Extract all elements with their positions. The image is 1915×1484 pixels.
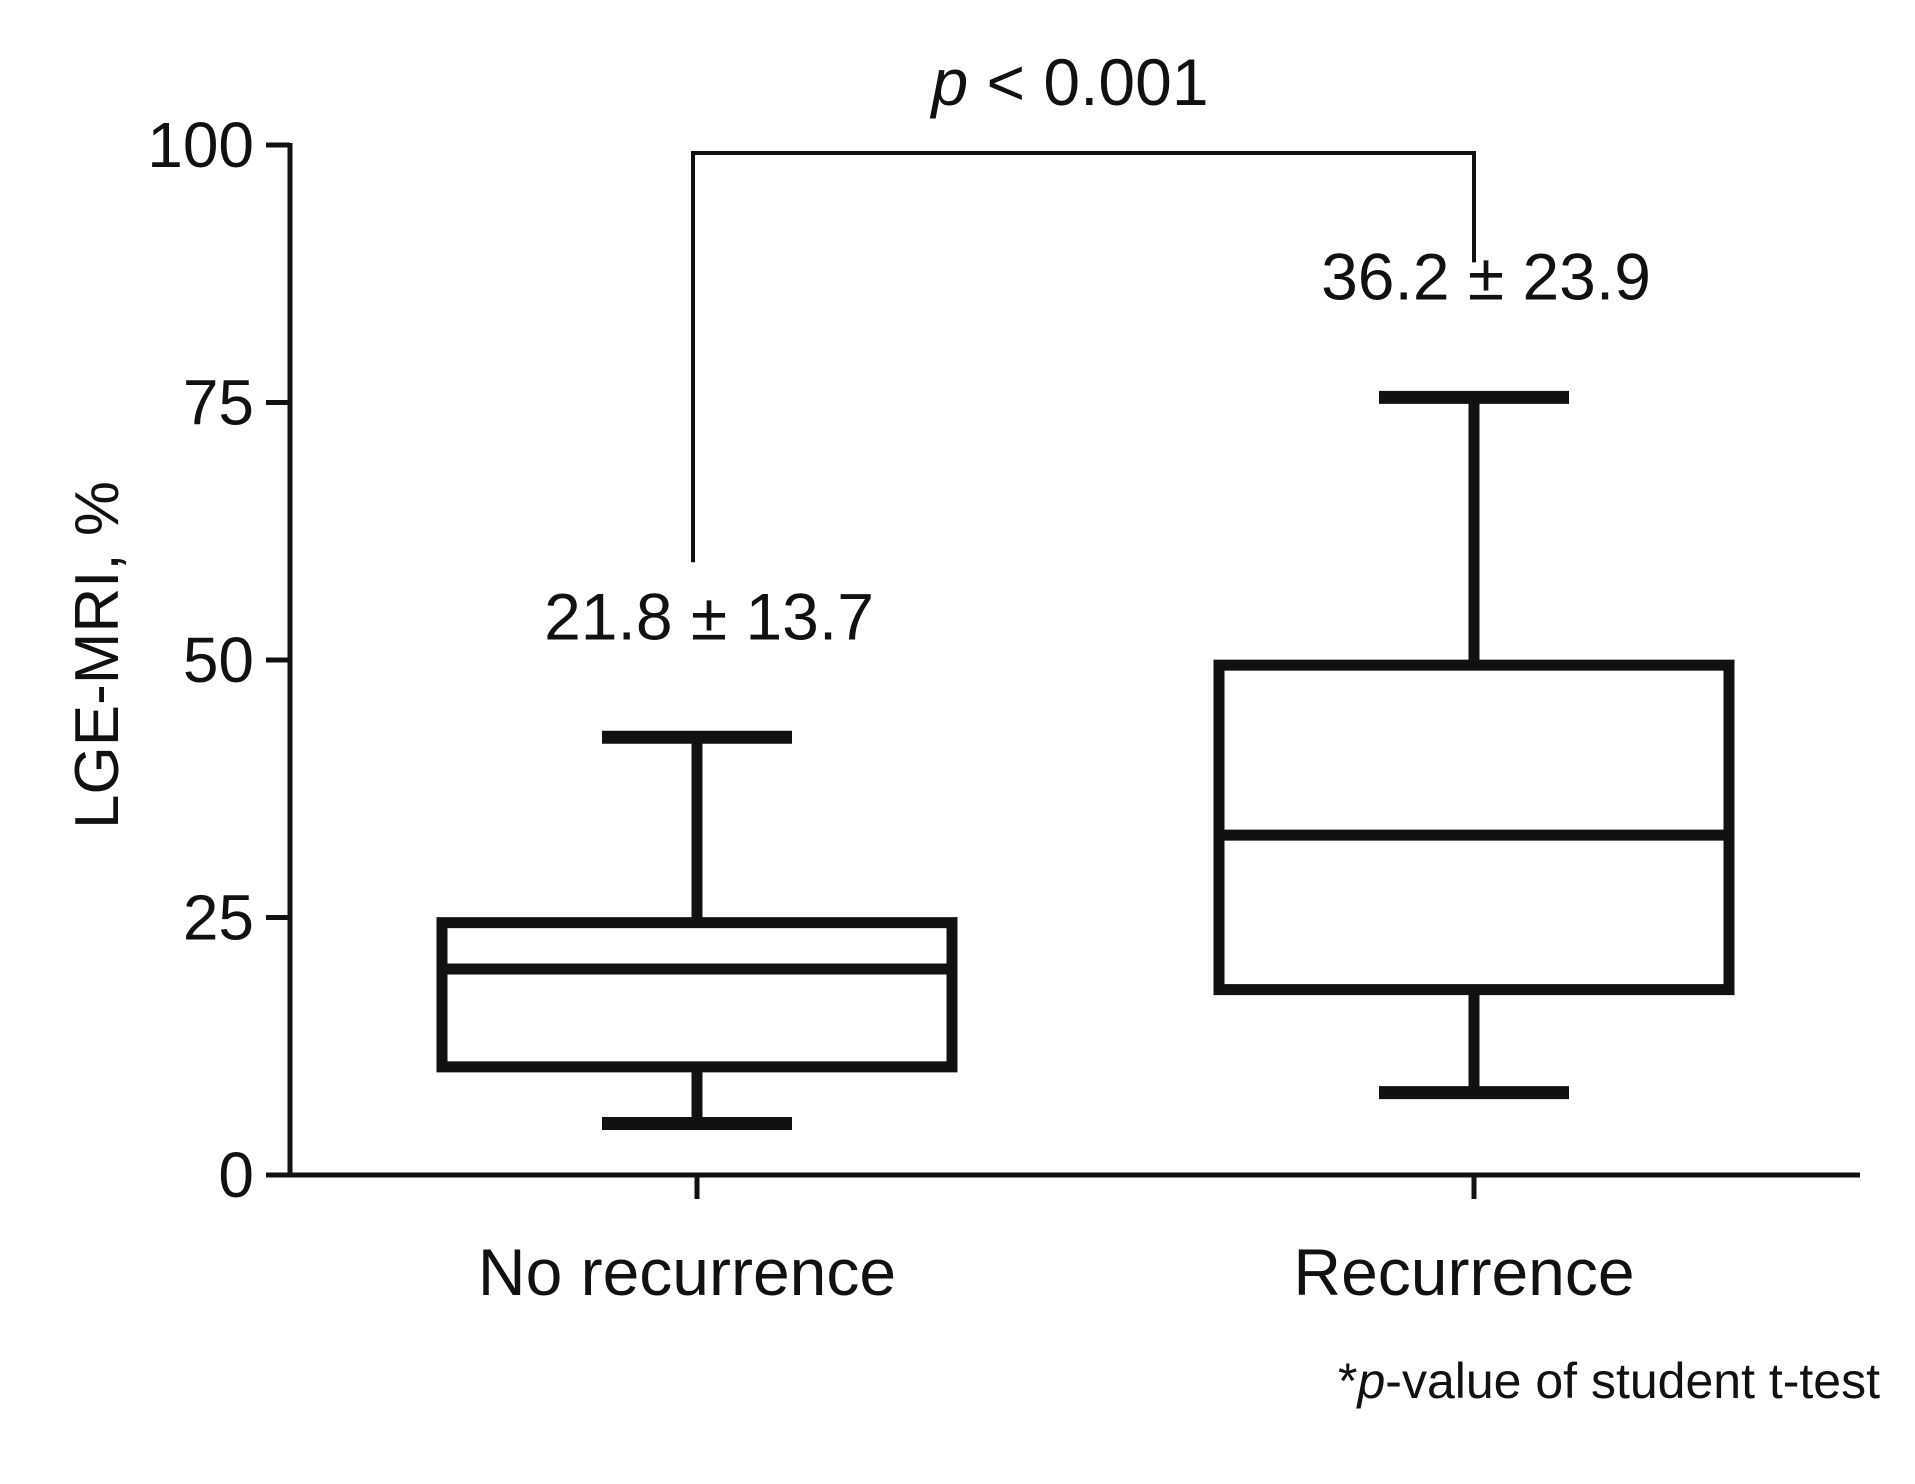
- footnote: *p-value of student t-test: [1338, 1353, 1880, 1409]
- mean-sd-label: 36.2 ± 23.9: [1321, 239, 1651, 313]
- footnote-star: *: [1338, 1353, 1357, 1409]
- axes: 0 25 50 75 100 No recurrence Recurrence: [147, 109, 1860, 1309]
- y-tick-label: 25: [183, 882, 254, 954]
- box-series: [436, 390, 1735, 1130]
- y-tick-label: 100: [147, 109, 254, 181]
- footnote-p: p: [1355, 1353, 1385, 1409]
- y-axis-title: LGE-MRI, %: [63, 481, 132, 829]
- iqr-box: [1213, 659, 1735, 996]
- iqr-box: [436, 917, 958, 1073]
- y-tick-label: 75: [183, 367, 254, 439]
- x-tick-label: Recurrence: [1293, 1235, 1634, 1309]
- p-value-text: < 0.001: [968, 45, 1208, 119]
- box-0: [436, 730, 958, 1130]
- p-value-label: p < 0.001: [929, 45, 1208, 119]
- significance-bracket: [691, 151, 1476, 563]
- annotations: 21.8 ± 13.7 36.2 ± 23.9: [544, 151, 1651, 653]
- y-tick-label: 50: [183, 624, 254, 696]
- mean-sd-label: 21.8 ± 13.7: [544, 579, 874, 653]
- box-1: [1213, 390, 1735, 1100]
- footnote-text: -value of student t-test: [1385, 1353, 1880, 1409]
- x-tick-label: No recurrence: [478, 1235, 896, 1309]
- p-symbol: p: [929, 45, 968, 119]
- y-tick-label: 0: [218, 1139, 254, 1211]
